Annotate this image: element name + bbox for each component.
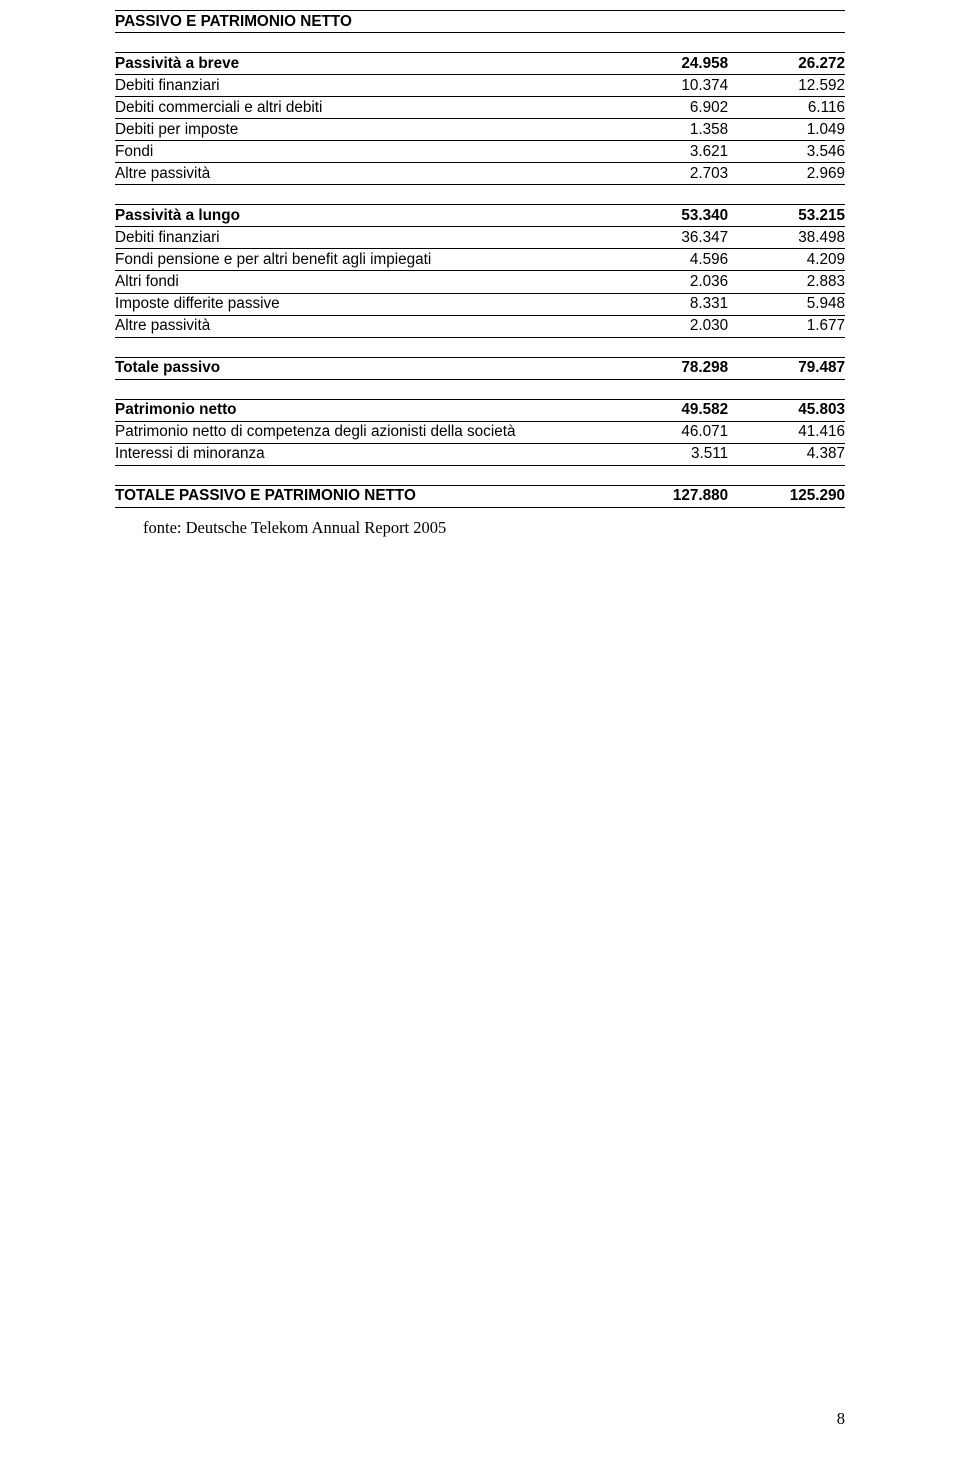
section-title: PASSIVO E PATRIMONIO NETTO — [115, 11, 611, 33]
row-label: Debiti finanziari — [115, 75, 611, 97]
balance-table: PASSIVO E PATRIMONIO NETTO Passività a b… — [115, 10, 845, 508]
group-header-v1: 53.340 — [611, 205, 728, 227]
blank — [728, 11, 845, 33]
patrimonio-header-label: Patrimonio netto — [115, 399, 611, 421]
row-label: Debiti per imposte — [115, 119, 611, 141]
row-v1: 2.036 — [611, 271, 728, 293]
row-v1: 36.347 — [611, 227, 728, 249]
row-label: Altre passività — [115, 315, 611, 337]
row-v2: 4.387 — [728, 443, 845, 465]
group-header-v1: 24.958 — [611, 53, 728, 75]
row-v1: 2.030 — [611, 315, 728, 337]
row-label: Debiti finanziari — [115, 227, 611, 249]
group-header-label: Passività a breve — [115, 53, 611, 75]
group-header-v2: 53.215 — [728, 205, 845, 227]
row-label: Debiti commerciali e altri debiti — [115, 97, 611, 119]
row-v1: 8.331 — [611, 293, 728, 315]
patrimonio-header-v2: 45.803 — [728, 399, 845, 421]
row-v2: 1.677 — [728, 315, 845, 337]
row-label: Fondi pensione e per altri benefit agli … — [115, 249, 611, 271]
totale-passivo-v2: 79.487 — [728, 357, 845, 379]
row-v2: 1.049 — [728, 119, 845, 141]
source-line: fonte: Deutsche Telekom Annual Report 20… — [143, 518, 845, 538]
grand-total-label: TOTALE PASSIVO E PATRIMONIO NETTO — [115, 485, 611, 507]
grand-total-v2: 125.290 — [728, 485, 845, 507]
row-v1: 1.358 — [611, 119, 728, 141]
row-label: Patrimonio netto di competenza degli azi… — [115, 421, 611, 443]
row-v1: 3.621 — [611, 141, 728, 163]
row-label: Imposte differite passive — [115, 293, 611, 315]
totale-passivo-label: Totale passivo — [115, 357, 611, 379]
blank — [611, 11, 728, 33]
row-v1: 6.902 — [611, 97, 728, 119]
row-v2: 41.416 — [728, 421, 845, 443]
row-label: Fondi — [115, 141, 611, 163]
group-header-label: Passività a lungo — [115, 205, 611, 227]
row-v2: 3.546 — [728, 141, 845, 163]
row-label: Altre passività — [115, 163, 611, 185]
grand-total-v1: 127.880 — [611, 485, 728, 507]
row-v1: 3.511 — [611, 443, 728, 465]
page-number: 8 — [837, 1409, 845, 1429]
row-label: Interessi di minoranza — [115, 443, 611, 465]
row-v2: 2.883 — [728, 271, 845, 293]
row-v2: 2.969 — [728, 163, 845, 185]
row-v1: 2.703 — [611, 163, 728, 185]
row-v1: 10.374 — [611, 75, 728, 97]
row-v1: 46.071 — [611, 421, 728, 443]
row-v2: 5.948 — [728, 293, 845, 315]
row-v2: 4.209 — [728, 249, 845, 271]
page: PASSIVO E PATRIMONIO NETTO Passività a b… — [0, 0, 960, 1459]
row-v2: 12.592 — [728, 75, 845, 97]
row-v2: 6.116 — [728, 97, 845, 119]
row-v2: 38.498 — [728, 227, 845, 249]
totale-passivo-v1: 78.298 — [611, 357, 728, 379]
row-v1: 4.596 — [611, 249, 728, 271]
patrimonio-header-v1: 49.582 — [611, 399, 728, 421]
group-header-v2: 26.272 — [728, 53, 845, 75]
row-label: Altri fondi — [115, 271, 611, 293]
